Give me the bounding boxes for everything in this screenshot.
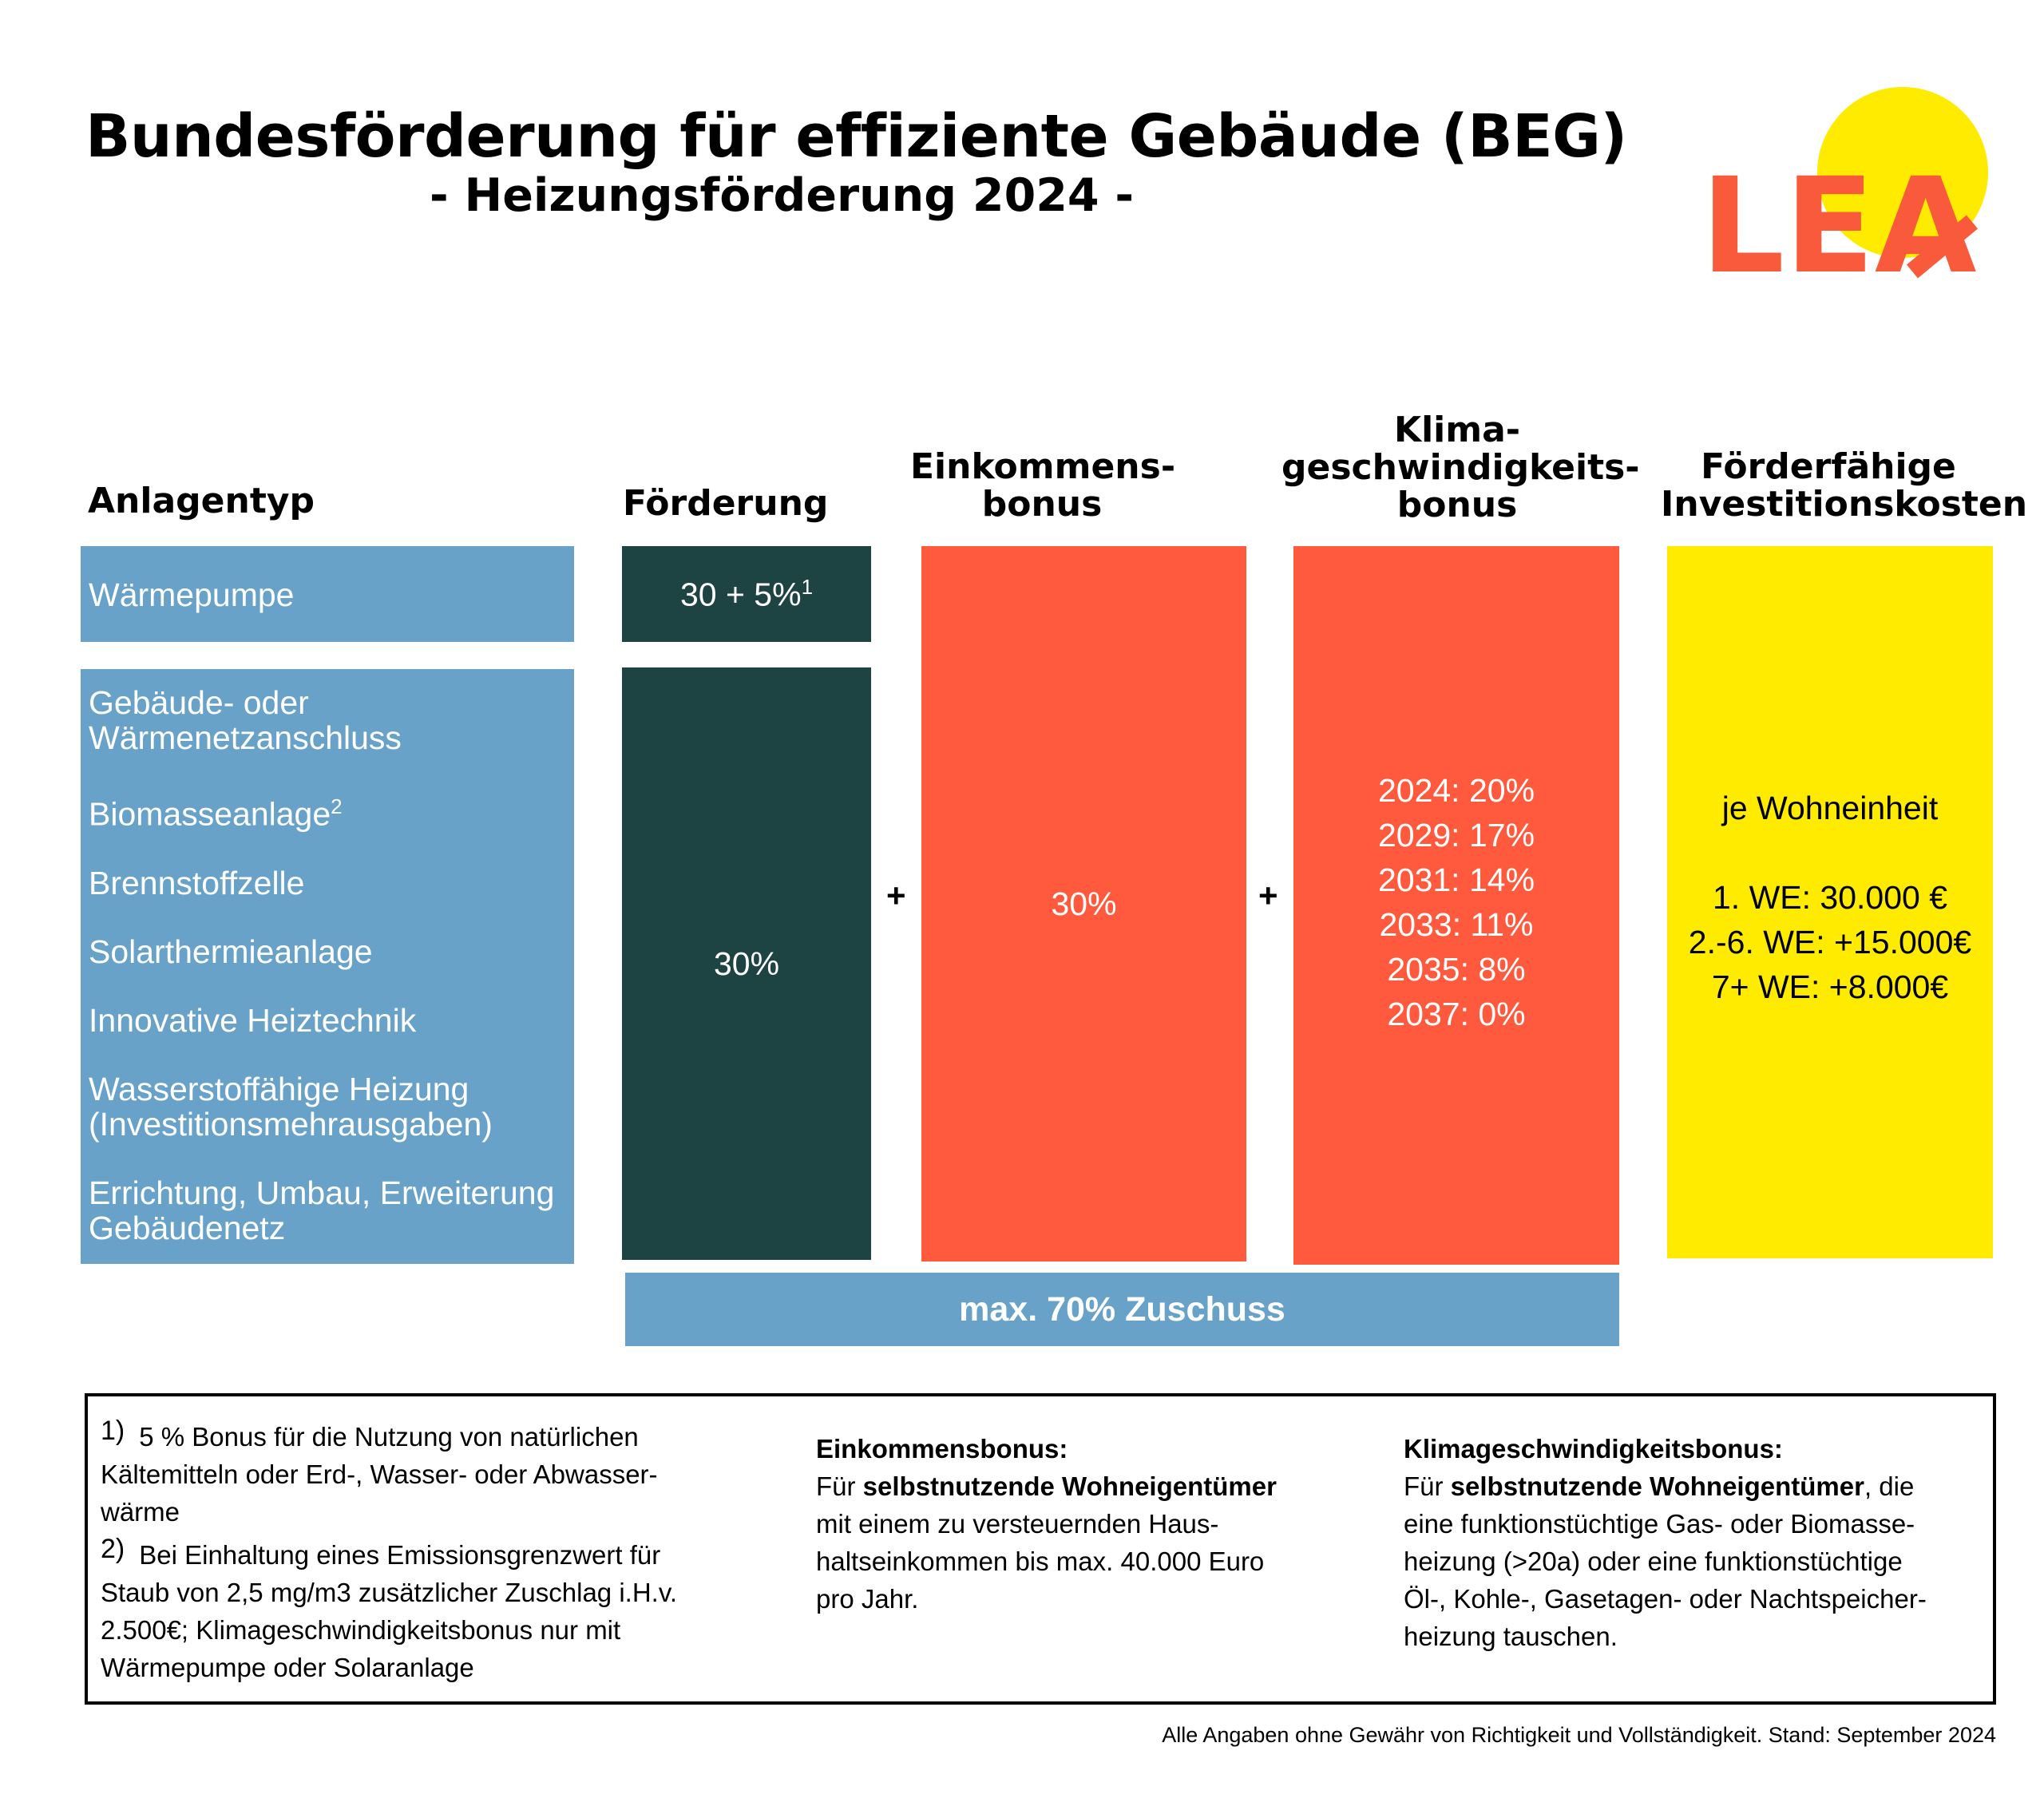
- plus-operator: +: [886, 877, 906, 914]
- page-subtitle: - Heizungsförderung 2024 -: [430, 169, 1135, 222]
- header-klimabonus: Klima- geschwindigkeits- bonus: [1281, 410, 1640, 525]
- list-item: 2031: 14%: [1377, 861, 1535, 898]
- logo-text: LEA: [1701, 149, 1977, 294]
- max-zuschuss-label: max. 70% Zuschuss: [959, 1289, 1285, 1329]
- anlagentyp-waermepumpe: Wärmepumpe: [81, 546, 574, 642]
- list-item: Errichtung, Umbau, Erweiterung Gebäudenet…: [89, 1174, 555, 1246]
- footnote-1: 1) 5 % Bonus für die Nutzung von natürlic…: [101, 1416, 658, 1527]
- disclaimer: Alle Angaben ohne Gewähr von Richtigkeit…: [1162, 1723, 1996, 1747]
- note-title: Einkommensbonus:: [816, 1434, 1068, 1463]
- list-item: Biomasseanlage2: [89, 794, 343, 833]
- anlagentyp-label: Wärmepumpe: [89, 576, 295, 613]
- list-item: 7+ WE: +8.000€: [1711, 968, 1949, 1005]
- einkommensbonus-value: 30%: [1051, 885, 1117, 922]
- klimabonus-note: Klimageschwindigkeitsbonus: Für selbstnu…: [1404, 1430, 1994, 1655]
- list-item: 2024: 20%: [1377, 772, 1535, 809]
- list-item: 2033: 11%: [1379, 906, 1534, 943]
- list-item: 2029: 17%: [1377, 817, 1535, 854]
- footnote-2: 2) Bei Einhaltung eines Emissionsgrenzwer…: [101, 1534, 678, 1682]
- list-item: 1. WE: 30.000 €: [1712, 879, 1947, 916]
- footnote-ref-2: 2: [331, 794, 343, 818]
- list-item: Solarthermieanlage: [89, 933, 373, 970]
- foerderung-value: 30 + 5%: [679, 576, 802, 613]
- footnote-ref-1: 1: [801, 574, 814, 599]
- note-title: Klimageschwindigkeitsbonus:: [1404, 1434, 1783, 1463]
- kosten-box: je Wohneinheit 1. WE: 30.000 € 2.-6. WE:…: [1667, 546, 1993, 1258]
- list-item: 2035: 8%: [1387, 951, 1526, 988]
- foerderung-sonstige: 30%: [622, 667, 871, 1260]
- list-item: 2.-6. WE: +15.000€: [1688, 924, 1972, 960]
- kosten-label: je Wohneinheit: [1721, 790, 1939, 826]
- anlagentyp-list: Gebäude- oder Wärmenetzanschluss Biomasse…: [81, 669, 574, 1264]
- header-foerderung: Förderung: [623, 483, 829, 524]
- plus-operator: +: [1258, 877, 1278, 914]
- einkommensbonus-box: 30%: [921, 546, 1246, 1261]
- list-item: Gebäude- oder Wärmenetzanschluss: [89, 684, 402, 756]
- header-einkommensbonus: Einkommens- bonus: [910, 446, 1176, 525]
- page-title: Bundesförderung für effiziente Gebäude (…: [85, 102, 1627, 171]
- footnotes-box: 1) 5 % Bonus für die Nutzung von natürlic…: [85, 1393, 1996, 1705]
- header-anlagentyp: Anlagentyp: [88, 481, 315, 521]
- lea-logo: LEA: [1701, 86, 2004, 303]
- klimabonus-list: 2024: 20% 2029: 17% 2031: 14% 2033: 11% …: [1378, 768, 1535, 1036]
- list-item: Brennstoffzelle: [89, 864, 305, 901]
- foerderung-waermepumpe: 30 + 5%1: [622, 546, 871, 642]
- klimabonus-box: 2024: 20% 2029: 17% 2031: 14% 2033: 11% …: [1293, 546, 1619, 1265]
- einkommensbonus-note: Einkommensbonus: Für selbstnutzende Wohn…: [816, 1430, 1375, 1618]
- kosten-content: je Wohneinheit 1. WE: 30.000 € 2.-6. WE:…: [1667, 786, 1993, 1009]
- footnotes-column: 1) 5 % Bonus für die Nutzung von natürlic…: [101, 1412, 803, 1686]
- list-item: 2037: 0%: [1387, 996, 1526, 1032]
- logo-sun-icon: LEA: [1701, 87, 1988, 303]
- list-item: Innovative Heiztechnik: [89, 1001, 417, 1039]
- list-item: Wasserstoffähige Heizung (Investitionsmeh…: [89, 1070, 493, 1143]
- header-kosten: Förderfähige Investitionskosten: [1661, 446, 2028, 525]
- foerderung-value: 30%: [713, 945, 780, 982]
- max-zuschuss-bar: max. 70% Zuschuss: [625, 1273, 1619, 1346]
